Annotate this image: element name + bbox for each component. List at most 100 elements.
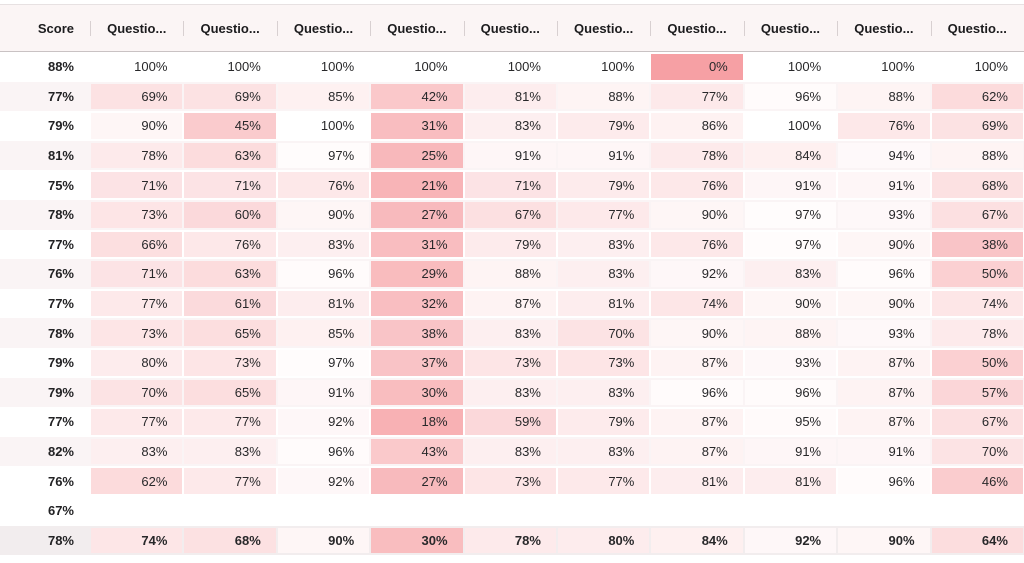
heat-value: 92% <box>277 409 370 435</box>
heat-value: 73% <box>184 349 276 376</box>
heat-value: 69% <box>931 113 1023 139</box>
question-column-header[interactable]: Questio... <box>370 21 463 36</box>
value-cell: 96% <box>277 437 370 467</box>
value-cell: 83% <box>464 437 557 467</box>
table-row: 76% 71% 63% 96% 29% 88% 83% 92% 83% 96% 50% <box>0 259 1024 289</box>
value-cell: 83% <box>277 230 370 260</box>
heat-value: 86% <box>651 113 743 139</box>
value-cell: 50% <box>931 348 1024 378</box>
heat-value: 78% <box>651 142 743 169</box>
value-cell: 63% <box>183 259 276 289</box>
heat-value: 63% <box>184 142 276 169</box>
value-cell: 78% <box>931 318 1024 348</box>
value-cell: 83% <box>464 318 557 348</box>
value-cell: 67% <box>931 407 1024 437</box>
value-cell: 92% <box>744 526 837 556</box>
value-cell: 90% <box>837 289 930 319</box>
heat-value: 87% <box>651 438 743 465</box>
heat-value: 32% <box>371 290 463 317</box>
heat-value: 30% <box>371 527 463 554</box>
heat-value: 88% <box>557 83 650 110</box>
heat-value: 81% <box>277 290 370 317</box>
heat-value: 100% <box>371 54 463 80</box>
value-cell: 87% <box>650 407 743 437</box>
question-column-header[interactable]: Questio... <box>837 21 930 36</box>
value-cell: 69% <box>90 82 183 112</box>
value-cell: 67% <box>464 200 557 230</box>
value-cell: 63% <box>183 141 276 171</box>
heat-value: 30% <box>371 379 463 406</box>
question-column-header[interactable]: Questio... <box>90 21 183 36</box>
value-cell: 76% <box>837 111 930 141</box>
question-column-header[interactable]: Questio... <box>183 21 276 36</box>
value-cell: 67% <box>931 200 1024 230</box>
question-column-header[interactable]: Questio... <box>464 21 557 36</box>
value-cell: 97% <box>744 200 837 230</box>
heat-value: 94% <box>838 142 930 169</box>
heat-value: 83% <box>557 438 650 465</box>
value-cell: 91% <box>464 141 557 171</box>
heat-value: 38% <box>371 320 463 346</box>
value-cell: 21% <box>370 170 463 200</box>
heat-value: 71% <box>184 172 276 198</box>
score-cell: 78% <box>47 207 74 223</box>
score-table-body: 88% 100% 100% 100% 100% 100% 100% 0% 100% 100% 100… <box>0 52 1024 556</box>
heat-value: 18% <box>371 409 463 435</box>
heat-value: 79% <box>464 231 556 258</box>
heat-value: 96% <box>838 468 930 494</box>
value-cell: 83% <box>557 378 650 408</box>
score-cell: 88% <box>47 59 74 75</box>
heat-value: 92% <box>744 527 837 554</box>
heat-value: 83% <box>184 438 276 465</box>
value-cell: 79% <box>557 170 650 200</box>
question-column-header[interactable]: Questio... <box>931 21 1024 36</box>
table-row: 79% 70% 65% 91% 30% 83% 83% 96% 96% 87% 57% <box>0 377 1024 408</box>
heat-value: 90% <box>744 290 837 317</box>
heat-value: 83% <box>744 261 837 287</box>
score-cell: 79% <box>47 118 74 134</box>
value-cell: 30% <box>370 526 463 556</box>
question-column-header[interactable]: Questio... <box>744 21 837 36</box>
value-cell: 69% <box>931 111 1024 141</box>
value-cell: 74% <box>650 289 743 319</box>
score-cell: 82% <box>47 444 74 460</box>
value-cell: 87% <box>837 378 930 408</box>
value-cell: 92% <box>277 466 370 496</box>
value-cell: 62% <box>931 82 1024 112</box>
value-cell: 31% <box>370 230 463 260</box>
heat-value: 97% <box>744 231 837 258</box>
heat-value: 83% <box>557 379 650 406</box>
heat-value: 76% <box>651 172 743 198</box>
value-cell: 85% <box>277 82 370 112</box>
question-column-header[interactable]: Questio... <box>650 21 743 36</box>
heat-value: 91% <box>744 438 837 465</box>
value-cell: 74% <box>90 526 183 556</box>
heat-value: 90% <box>838 527 930 554</box>
heat-value: 83% <box>464 113 556 139</box>
value-cell: 80% <box>557 526 650 556</box>
heat-value: 90% <box>651 201 743 228</box>
heat-value: 83% <box>464 379 556 406</box>
table-row: 78% 73% 65% 85% 38% 83% 70% 90% 88% 93% 78% <box>0 318 1024 348</box>
value-cell: 77% <box>183 407 276 437</box>
value-cell: 87% <box>464 289 557 319</box>
heat-value: 96% <box>744 379 837 406</box>
value-cell: 96% <box>837 259 930 289</box>
question-column-header[interactable]: Questio... <box>557 21 650 36</box>
heat-value: 91% <box>557 142 650 169</box>
value-cell: 73% <box>183 348 276 378</box>
value-cell: 84% <box>744 141 837 171</box>
table-row: 77% 77% 77% 92% 18% 59% 79% 87% 95% 87% 67% <box>0 407 1024 437</box>
value-cell: 100% <box>370 52 463 82</box>
question-column-header[interactable]: Questio... <box>277 21 370 36</box>
heat-value: 100% <box>91 54 183 80</box>
score-column-header: Score <box>37 20 74 36</box>
score-cell: 78% <box>47 325 74 341</box>
value-cell: 100% <box>744 52 837 82</box>
heat-value: 67% <box>931 201 1023 228</box>
value-cell: 71% <box>90 170 183 200</box>
value-cell: 42% <box>370 82 463 112</box>
table-row: 88% 100% 100% 100% 100% 100% 100% 0% 100% 100% 100… <box>0 52 1024 82</box>
value-cell: 93% <box>837 318 930 348</box>
value-cell: 27% <box>370 466 463 496</box>
